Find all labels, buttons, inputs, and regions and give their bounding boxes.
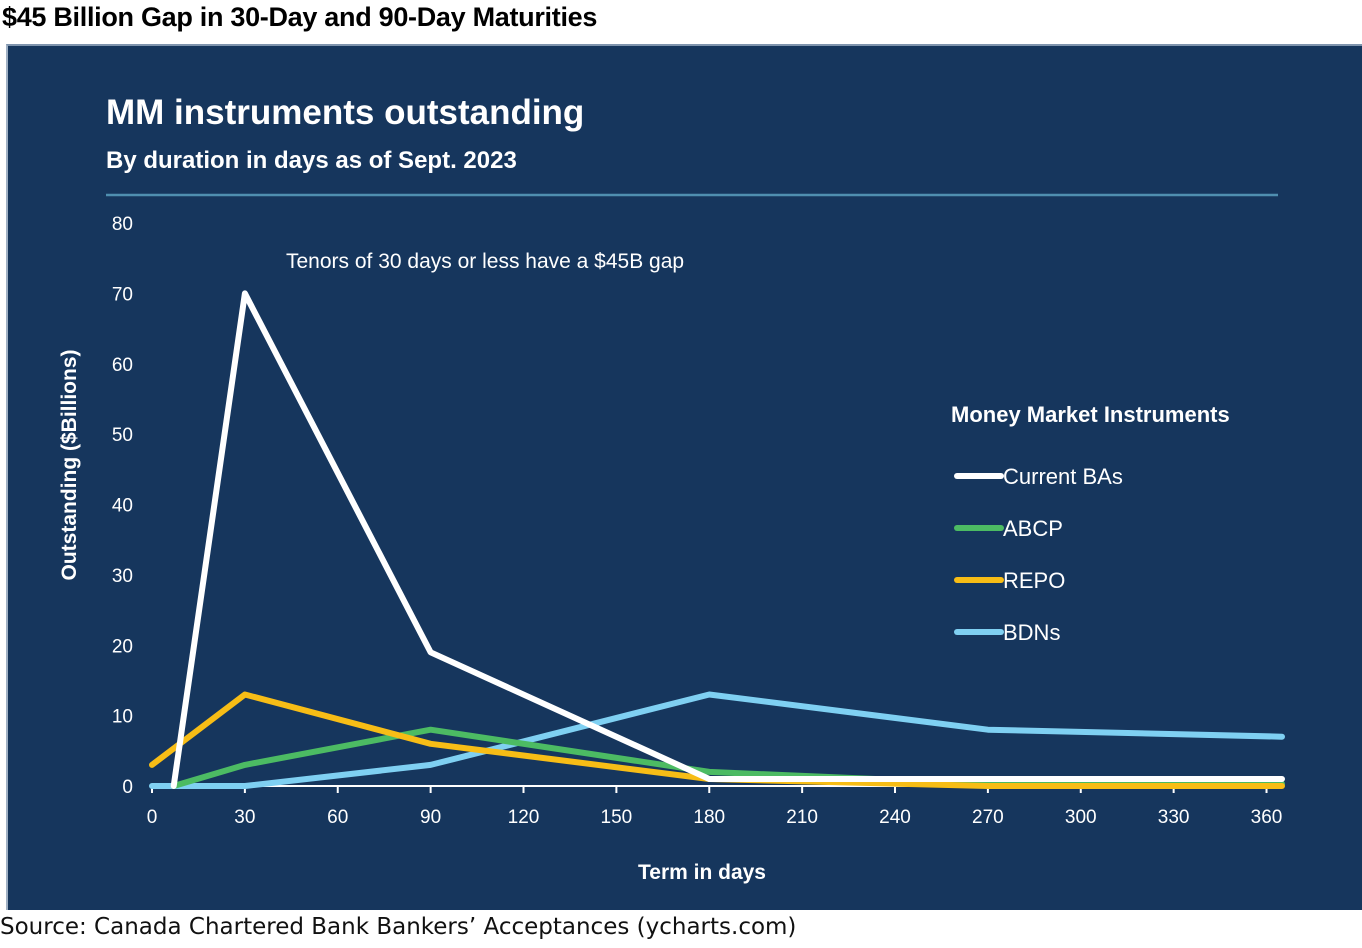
series-line-current-bas bbox=[170, 290, 1285, 789]
legend-label-repo: REPO bbox=[1003, 568, 1065, 593]
y-axis-ticks: 0 10 20 30 40 50 60 70 80 bbox=[112, 214, 133, 798]
legend-title: Money Market Instruments bbox=[951, 402, 1230, 427]
page-title: $45 Billion Gap in 30-Day and 90-Day Mat… bbox=[2, 2, 598, 32]
series-layer bbox=[149, 290, 1285, 789]
chart-annotation: Tenors of 30 days or less have a $45B ga… bbox=[286, 250, 684, 273]
legend-label-bdns: BDNs bbox=[1003, 620, 1060, 645]
x-tick-label: 270 bbox=[972, 807, 1004, 828]
x-tick-label: 360 bbox=[1251, 807, 1283, 828]
legend-label-current-bas: Current BAs bbox=[1003, 464, 1123, 489]
x-tick-label: 150 bbox=[601, 807, 633, 828]
x-tick-label: 180 bbox=[693, 807, 725, 828]
legend-label-abcp: ABCP bbox=[1003, 516, 1063, 541]
x-tick-label: 60 bbox=[327, 807, 348, 828]
x-axis-label: Term in days bbox=[638, 861, 766, 884]
y-tick-label: 40 bbox=[112, 496, 133, 517]
x-tick-label: 30 bbox=[234, 807, 255, 828]
chart-title: MM instruments outstanding bbox=[106, 93, 584, 132]
y-tick-label: 50 bbox=[112, 425, 133, 446]
source-note: Source: Canada Chartered Bank Bankers’ A… bbox=[0, 914, 797, 940]
x-axis: 0 30 60 90 120 150 180 210 240 270 300 330 360 bbox=[147, 785, 1283, 828]
x-tick-label: 330 bbox=[1158, 807, 1190, 828]
x-tick-label: 0 bbox=[147, 807, 158, 828]
y-axis-label: Outstanding ($Billions) bbox=[58, 350, 81, 581]
y-tick-label: 10 bbox=[112, 707, 133, 728]
y-tick-label: 60 bbox=[112, 355, 133, 376]
x-tick-label: 240 bbox=[879, 807, 911, 828]
x-tick-label: 210 bbox=[786, 807, 818, 828]
legend: Money Market Instruments Current BAs ABCP… bbox=[951, 402, 1230, 645]
x-tick-label: 300 bbox=[1065, 807, 1097, 828]
x-tick-label: 120 bbox=[508, 807, 540, 828]
y-tick-label: 20 bbox=[112, 636, 133, 657]
x-tick-label: 90 bbox=[420, 807, 441, 828]
y-tick-label: 80 bbox=[112, 214, 133, 235]
chart-subtitle: By duration in days as of Sept. 2023 bbox=[106, 147, 517, 174]
y-tick-label: 0 bbox=[122, 777, 133, 798]
y-tick-label: 70 bbox=[112, 284, 133, 305]
series-line-bdns bbox=[149, 691, 1285, 789]
series-line-repo bbox=[149, 691, 1285, 789]
y-tick-label: 30 bbox=[112, 566, 133, 587]
